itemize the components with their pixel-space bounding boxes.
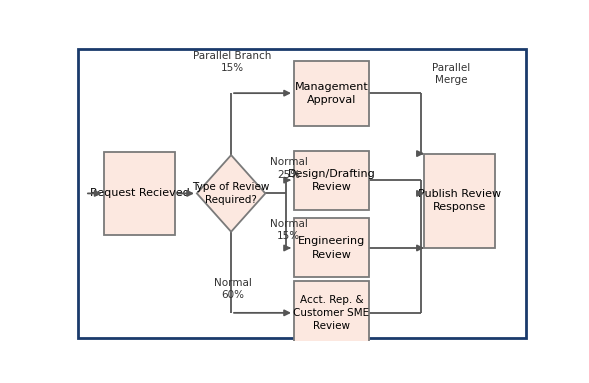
Text: Management
Approval: Management Approval [294, 82, 368, 105]
Text: Publish Review
Response: Publish Review Response [418, 189, 501, 213]
Text: Engineering
Review: Engineering Review [298, 236, 365, 260]
Bar [424, 154, 495, 248]
Text: Parallel Branch
15%: Parallel Branch 15% [193, 51, 272, 74]
Bar [294, 281, 369, 345]
Bar [294, 218, 369, 277]
Text: Normal
60%: Normal 60% [214, 278, 252, 300]
Text: Request Recieved: Request Recieved [90, 188, 190, 198]
Text: Normal
25%: Normal 25% [270, 157, 308, 180]
Bar [294, 151, 369, 210]
Text: Design/Drafting
Review: Design/Drafting Review [287, 169, 375, 192]
Bar [294, 61, 369, 126]
Text: Type of Review
Required?: Type of Review Required? [193, 182, 270, 205]
Polygon shape [197, 155, 266, 232]
Bar [104, 152, 175, 235]
Text: Parallel
Merge: Parallel Merge [432, 63, 470, 85]
Text: Normal
15%: Normal 15% [270, 219, 308, 241]
Text: Acct. Rep. &
Customer SME
Review: Acct. Rep. & Customer SME Review [293, 295, 369, 331]
